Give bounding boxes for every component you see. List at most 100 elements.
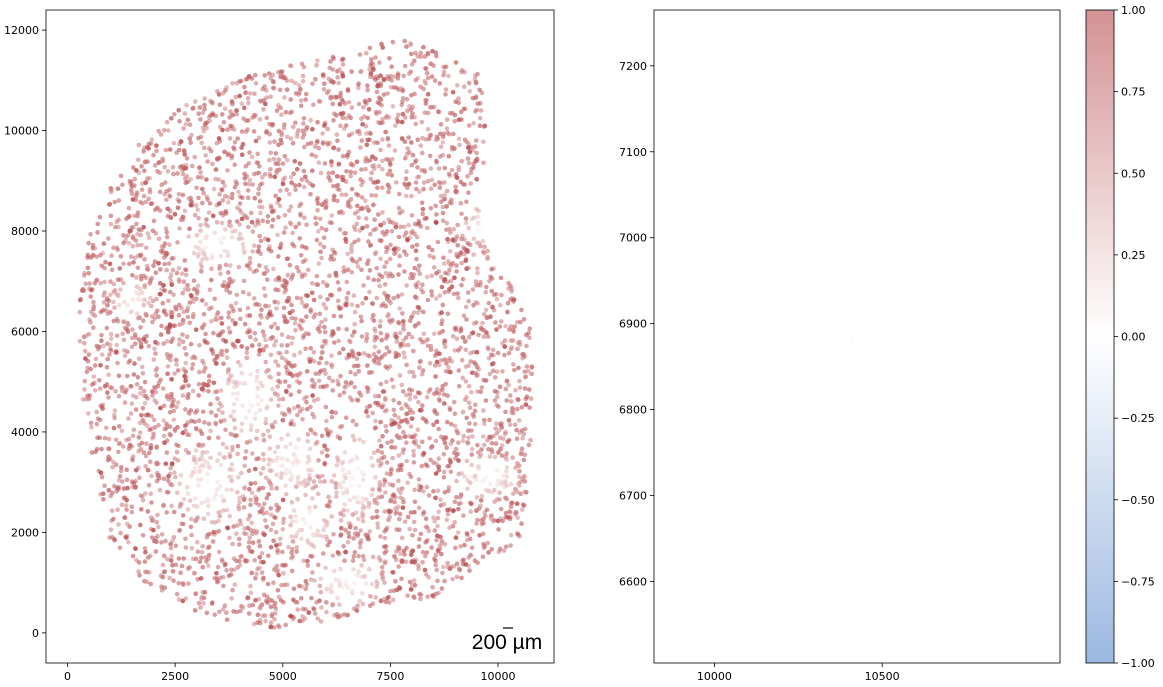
scatter-point	[371, 67, 376, 72]
scatter-point	[463, 347, 469, 353]
scatter-point	[141, 337, 147, 342]
scatter-point	[291, 451, 297, 457]
scatter-point	[237, 495, 242, 501]
scatter-point	[284, 349, 290, 355]
scatter-point	[193, 448, 199, 453]
scatter-point	[407, 275, 413, 281]
scatter-point	[111, 460, 116, 465]
scatter-point	[338, 532, 344, 537]
scatter-point	[281, 313, 287, 319]
scatter-point	[341, 265, 347, 270]
scatter-point	[203, 236, 208, 241]
scatter-point	[458, 500, 464, 506]
scatter-point	[318, 355, 324, 361]
scatter-point	[206, 563, 211, 568]
scatter-point	[282, 153, 288, 159]
scatter-point	[210, 161, 215, 167]
scatter-point	[212, 520, 218, 525]
scatter-point	[413, 50, 418, 56]
scatter-point	[395, 119, 401, 124]
scatter-point	[293, 328, 298, 333]
scatter-point	[140, 533, 146, 538]
scatter-point	[367, 268, 373, 273]
scatter-point	[441, 69, 447, 74]
scatter-point	[497, 546, 503, 552]
scatter-point	[371, 352, 377, 357]
scatter-point	[378, 97, 384, 102]
scatter-point	[137, 475, 142, 481]
scatter-point	[374, 578, 379, 584]
scatter-point	[264, 524, 269, 530]
scatter-point	[263, 101, 268, 107]
scatter-point	[270, 386, 275, 392]
scatter-point	[243, 415, 249, 420]
scatter-point	[285, 432, 291, 438]
scatter-point	[177, 164, 183, 170]
scatter-point	[398, 224, 404, 230]
scatter-point	[515, 397, 521, 402]
scatter-point	[361, 283, 366, 288]
scatter-point	[352, 321, 357, 327]
scatter-point	[439, 310, 444, 315]
scatter-point	[384, 471, 390, 476]
scatter-point	[327, 273, 332, 279]
scatter-point	[285, 157, 290, 163]
scatter-point	[385, 172, 391, 177]
scatter-point	[94, 421, 100, 427]
scatter-point	[323, 227, 329, 233]
scatter-point	[380, 210, 385, 215]
scatter-point	[160, 562, 166, 568]
scatter-point	[343, 380, 349, 385]
scatter-point	[304, 369, 310, 374]
scatter-point	[322, 524, 328, 529]
scatter-point	[315, 396, 321, 402]
scatter-point	[424, 524, 429, 529]
scatter-point	[114, 489, 119, 494]
scatter-point	[224, 445, 229, 451]
scatter-point	[427, 153, 433, 159]
scatter-point	[259, 551, 265, 556]
scatter-point	[335, 94, 340, 100]
scatter-point	[474, 320, 479, 325]
scatter-point	[176, 342, 182, 347]
scatter-point	[270, 521, 276, 527]
scatter-point	[149, 500, 154, 505]
scatter-point	[142, 285, 148, 290]
scatter-point	[384, 229, 390, 234]
scatter-point	[240, 195, 245, 201]
scatter-point	[101, 496, 106, 502]
scatter-point	[230, 191, 235, 197]
scatter-point	[209, 410, 214, 415]
scatter-point	[257, 263, 262, 268]
scatter-point	[466, 225, 472, 231]
scatter-point	[162, 261, 167, 267]
scatter-point	[467, 480, 473, 486]
scatter-point	[248, 372, 253, 377]
scatter-point	[454, 478, 459, 484]
scatter-point	[254, 171, 260, 176]
scatter-point	[459, 357, 465, 363]
scatter-point	[469, 501, 474, 507]
scatter-point	[501, 473, 506, 479]
scatter-point	[377, 463, 383, 469]
scatter-point	[224, 348, 229, 354]
scatter-point	[229, 235, 235, 240]
scatter-point	[302, 144, 307, 150]
scatter-point	[107, 352, 112, 357]
scatter-point	[168, 309, 174, 315]
scatter-point	[375, 521, 380, 526]
scatter-point	[369, 581, 375, 587]
scatter-point	[276, 371, 282, 377]
scatter-point	[411, 374, 417, 379]
scatter-point	[453, 327, 459, 333]
scatter-point	[490, 347, 496, 353]
scatter-point	[414, 186, 419, 192]
scatter-point	[431, 515, 436, 520]
scatter-point	[230, 391, 236, 396]
scatter-point	[427, 436, 432, 441]
scatter-point	[412, 115, 417, 120]
scatter-point	[114, 219, 119, 225]
scatter-point	[396, 421, 401, 427]
scatter-point	[82, 378, 88, 384]
scatter-point	[313, 504, 318, 510]
